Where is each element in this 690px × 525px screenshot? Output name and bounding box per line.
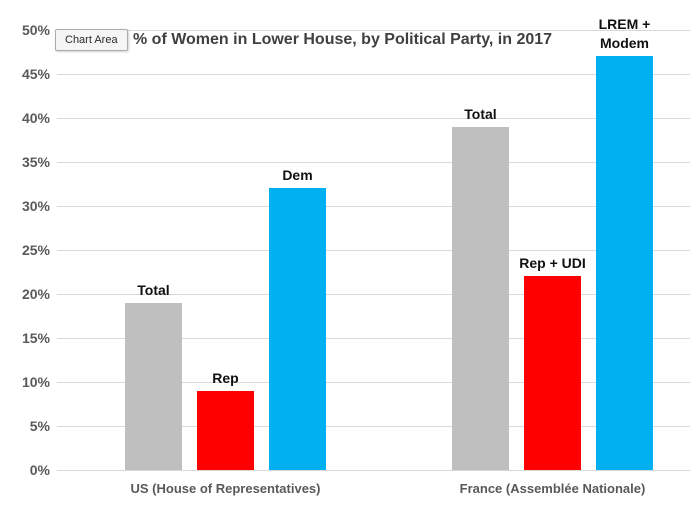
- y-axis-tick-label: 40%: [21, 110, 50, 126]
- x-axis-category-label: France (Assemblée Nationale): [459, 481, 646, 496]
- gridline: [57, 162, 690, 163]
- bar-value-label: Dem: [282, 167, 313, 184]
- bar-total[interactable]: [452, 126, 509, 470]
- bar-dem[interactable]: [269, 188, 326, 470]
- gridline: [57, 382, 690, 383]
- gridline: [57, 74, 690, 75]
- bar-value-label: Total: [464, 105, 497, 122]
- y-axis-tick-label: 30%: [21, 198, 50, 214]
- chart-title: % of Women in Lower House, by Political …: [133, 31, 553, 48]
- bar-value-label: Rep + UDI: [519, 255, 586, 272]
- gridline: [57, 250, 690, 251]
- gridline: [57, 338, 690, 339]
- y-axis-tick-label: 5%: [29, 418, 50, 434]
- y-axis-tick-label: 15%: [21, 330, 50, 346]
- y-axis-tick-label: 0%: [29, 462, 50, 478]
- y-axis-tick-label: 25%: [21, 242, 50, 258]
- y-axis-tick-label: 20%: [21, 286, 50, 302]
- bar-lrem-modem[interactable]: [596, 56, 653, 470]
- bar-rep[interactable]: [197, 390, 254, 470]
- y-axis-tick-label: 35%: [21, 154, 50, 170]
- bar-value-label: Rep: [212, 369, 239, 386]
- bar-value-label: Total: [137, 281, 170, 298]
- y-axis-tick-label: 10%: [21, 374, 50, 390]
- gridline: [57, 118, 690, 119]
- bar-rep-udi[interactable]: [524, 276, 581, 470]
- chart-area-tooltip-label: Chart Area: [65, 34, 118, 46]
- bar-total[interactable]: [125, 302, 182, 470]
- bar-value-label: LREM + Modem: [598, 16, 651, 52]
- y-axis-tick-label: 50%: [21, 22, 50, 38]
- gridline: [57, 30, 690, 31]
- y-axis-tick-label: 45%: [21, 66, 50, 82]
- gridline: [57, 470, 690, 471]
- chart-area-tooltip: Chart Area: [55, 29, 128, 51]
- gridline: [57, 426, 690, 427]
- x-axis-category-label: US (House of Representatives): [130, 481, 321, 496]
- gridline: [57, 206, 690, 207]
- gridline: [57, 294, 690, 295]
